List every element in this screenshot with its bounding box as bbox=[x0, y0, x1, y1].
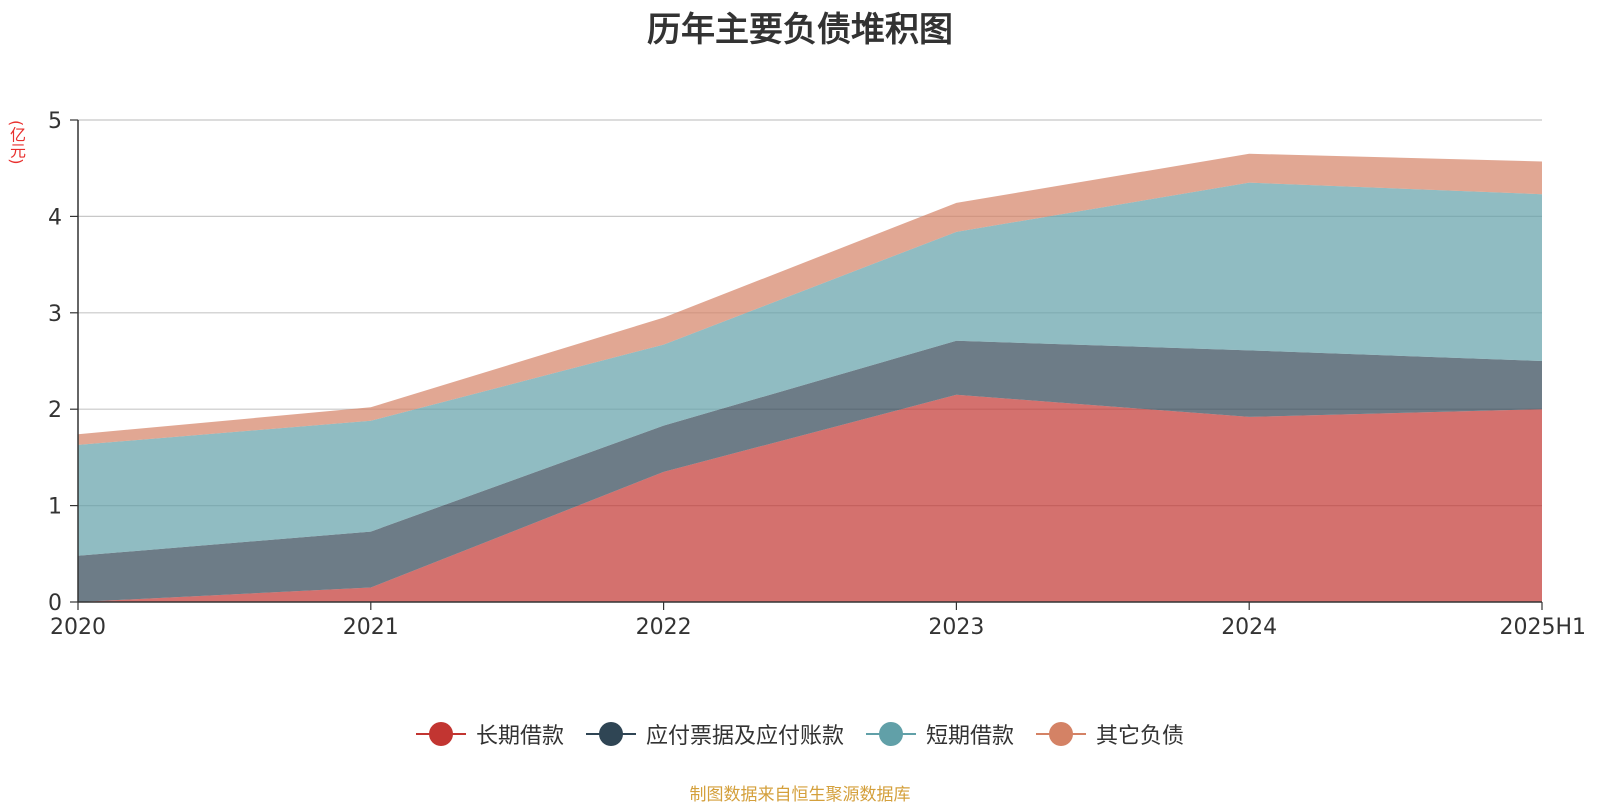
chart-title: 历年主要负债堆积图 bbox=[647, 10, 953, 50]
legend-item[interactable]: 长期借款 bbox=[415, 718, 564, 750]
y-tick-label: 5 bbox=[48, 109, 62, 134]
area-series-3 bbox=[78, 182, 1542, 556]
y-tick-label: 4 bbox=[48, 205, 62, 230]
legend-label: 其它负债 bbox=[1096, 724, 1185, 749]
x-tick-label: 2025H1 bbox=[1499, 615, 1586, 640]
y-tick-label: 3 bbox=[48, 302, 62, 327]
y-tick-label: 0 bbox=[48, 591, 62, 616]
legend-marker-icon bbox=[585, 722, 636, 746]
legend-marker-icon bbox=[1036, 722, 1087, 746]
x-tick-label: 2021 bbox=[343, 615, 399, 640]
legend-item[interactable]: 短期借款 bbox=[866, 718, 1014, 750]
area-series-4 bbox=[78, 153, 1542, 445]
y-tick-label: 1 bbox=[48, 495, 62, 520]
legend-label: 应付票据及应付账款 bbox=[645, 724, 844, 749]
area-series-2 bbox=[78, 340, 1542, 602]
data-source-note: 制图数据来自恒生聚源数据库 bbox=[689, 785, 911, 805]
y-tick-label: 2 bbox=[48, 398, 62, 423]
area-series-1 bbox=[78, 394, 1542, 602]
y-axis-unit-label: (亿元) bbox=[7, 120, 26, 165]
legend-item[interactable]: 其它负债 bbox=[1036, 718, 1184, 750]
legend-marker-icon bbox=[866, 722, 916, 746]
legend-marker-icon bbox=[415, 722, 466, 746]
x-tick-label: 2020 bbox=[50, 615, 106, 640]
legend-label: 短期借款 bbox=[926, 724, 1015, 749]
x-tick-label: 2024 bbox=[1221, 615, 1277, 640]
chart-legend: 长期借款 应付票据及应付账款 短期借款 其它负债 bbox=[0, 718, 1600, 750]
x-tick-label: 2022 bbox=[636, 615, 692, 640]
x-tick-label: 2023 bbox=[928, 615, 984, 640]
legend-item[interactable]: 应付票据及应付账款 bbox=[585, 718, 844, 750]
legend-label: 长期借款 bbox=[475, 724, 564, 749]
